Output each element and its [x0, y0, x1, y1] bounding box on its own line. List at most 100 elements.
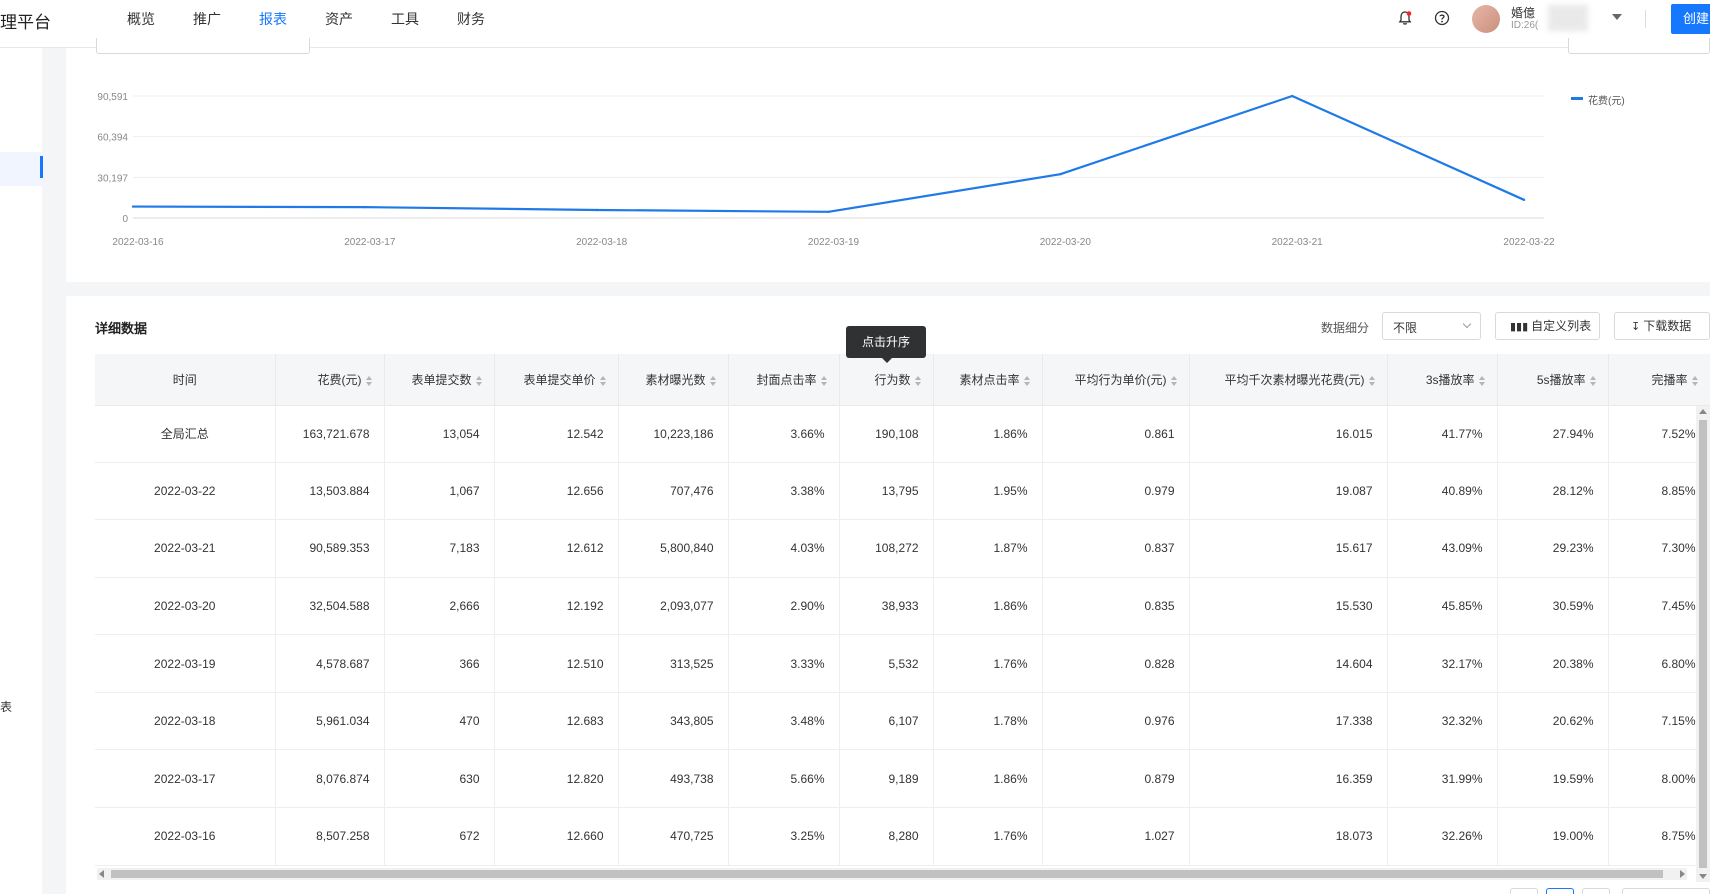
pagination-next[interactable] — [1582, 888, 1610, 894]
column-header[interactable]: 行为数 — [839, 354, 934, 406]
pagination-page-current[interactable] — [1546, 888, 1574, 894]
sort-icon[interactable] — [1478, 375, 1487, 386]
scroll-down-icon[interactable] — [1699, 874, 1707, 879]
segment-select-value: 不限 — [1393, 321, 1418, 335]
table-cell: 12.683 — [494, 692, 619, 751]
sidebar-item-label[interactable]: 表 — [0, 700, 13, 714]
sort-icon[interactable] — [1589, 375, 1598, 386]
sort-icon[interactable] — [365, 375, 374, 386]
sort-tooltip: 点击升序 — [846, 326, 926, 363]
column-header[interactable]: 平均行为单价(元) — [1042, 354, 1190, 406]
table-cell: 8,280 — [839, 807, 934, 866]
horizontal-scroll-thumb[interactable] — [111, 870, 1663, 878]
nav-tab[interactable]: 资产 — [325, 11, 353, 27]
column-header: 时间 — [95, 354, 276, 406]
pagination-size-select[interactable] — [1622, 888, 1710, 894]
sort-icon[interactable] — [1368, 375, 1377, 386]
table-cell: 32,504.588 — [275, 577, 385, 636]
column-header[interactable]: 平均千次素材曝光花费(元) — [1189, 354, 1388, 406]
table-cell: 1.87% — [933, 519, 1043, 578]
detail-title: 详细数据 — [95, 321, 148, 336]
column-header[interactable]: 5s播放率 — [1497, 354, 1609, 406]
table-cell: 3.48% — [728, 692, 840, 751]
table-cell: 2,666 — [384, 577, 495, 636]
help-icon[interactable] — [1434, 10, 1450, 26]
table-cell: 18.073 — [1189, 807, 1388, 866]
legend-label[interactable]: 花费(元) — [1588, 96, 1625, 107]
table-cell: 全局汇总 — [95, 405, 276, 463]
data-point — [1522, 198, 1526, 202]
column-header[interactable]: 素材点击率 — [933, 354, 1043, 406]
table-cell: 7.45% — [1608, 577, 1710, 636]
table-cell: 32.17% — [1387, 634, 1498, 693]
sort-icon[interactable] — [1023, 375, 1032, 386]
table-cell: 1,067 — [384, 462, 495, 521]
table-cell: 6,107 — [839, 692, 934, 751]
column-header[interactable]: 表单提交数 — [384, 354, 495, 406]
table-cell: 45.85% — [1387, 577, 1498, 636]
segment-select[interactable]: 不限 — [1382, 312, 1481, 340]
column-header[interactable]: 素材曝光数 — [618, 354, 729, 406]
table-cell: 108,272 — [839, 519, 934, 578]
brand-title: 理平台 — [0, 13, 51, 32]
table-cell: 8.00% — [1608, 749, 1710, 809]
chart-filter-select[interactable] — [96, 38, 310, 54]
x-tick-label: 2022-03-19 — [808, 237, 860, 248]
sort-icon[interactable] — [914, 375, 923, 386]
vertical-scrollbar[interactable] — [1696, 406, 1710, 882]
x-tick-label: 2022-03-17 — [344, 237, 396, 248]
table-cell: 2.90% — [728, 577, 840, 636]
pagination-prev[interactable] — [1510, 888, 1538, 894]
sidebar: 表 — [0, 48, 44, 894]
x-tick-label: 2022-03-22 — [1503, 237, 1555, 248]
columns-icon: ▮▮▮ — [1510, 321, 1529, 333]
horizontal-scrollbar[interactable] — [97, 868, 1687, 880]
sort-icon[interactable] — [599, 375, 608, 386]
download-data-button[interactable]: ↧ 下载数据 — [1614, 312, 1710, 340]
scroll-up-icon[interactable] — [1699, 409, 1707, 414]
table-cell: 30.59% — [1497, 577, 1609, 636]
table-cell: 19.087 — [1189, 462, 1388, 521]
vertical-scroll-thumb[interactable] — [1699, 420, 1707, 868]
table-cell: 1.86% — [933, 749, 1043, 809]
y-tick-label: 30,197 — [97, 173, 128, 184]
table-cell: 12.660 — [494, 807, 619, 866]
nav-tab[interactable]: 推广 — [193, 11, 221, 27]
scroll-right-icon[interactable] — [1680, 870, 1685, 878]
column-header-label: 行为数 — [874, 372, 911, 387]
user-avatar[interactable] — [1472, 5, 1500, 33]
table-cell: 12.820 — [494, 749, 619, 809]
column-header[interactable]: 完播率 — [1608, 354, 1710, 406]
column-header[interactable]: 花费(元) — [275, 354, 385, 406]
table-cell: 343,805 — [618, 692, 729, 751]
table-cell: 3.25% — [728, 807, 840, 866]
user-menu-chevron-down-icon[interactable] — [1612, 14, 1622, 20]
table-cell: 15.617 — [1189, 519, 1388, 578]
table-cell: 707,476 — [618, 462, 729, 521]
sort-icon[interactable] — [475, 375, 484, 386]
nav-tab[interactable]: 财务 — [457, 11, 485, 27]
segment-label: 数据细分 — [1321, 321, 1370, 335]
column-header-label: 5s播放率 — [1536, 372, 1586, 387]
custom-columns-button[interactable]: ▮▮▮ 自定义列表 — [1495, 312, 1600, 340]
column-header-label: 3s播放率 — [1425, 372, 1475, 387]
table-cell: 16.359 — [1189, 749, 1388, 809]
create-button[interactable]: 创建 — [1671, 4, 1710, 34]
table-cell: 1.95% — [933, 462, 1043, 521]
sort-icon[interactable] — [709, 375, 718, 386]
sort-icon[interactable] — [1691, 375, 1700, 386]
scroll-left-icon[interactable] — [99, 870, 104, 878]
column-header-label: 时间 — [172, 372, 197, 387]
data-point — [827, 210, 830, 214]
column-header[interactable]: 封面点击率 — [728, 354, 840, 406]
nav-tab[interactable]: 工具 — [391, 11, 419, 27]
sort-icon[interactable] — [1170, 375, 1179, 386]
table-cell: 12.192 — [494, 577, 619, 636]
table-cell: 0.979 — [1042, 462, 1190, 521]
notification-bell-icon[interactable] — [1397, 10, 1413, 26]
column-header[interactable]: 3s播放率 — [1387, 354, 1498, 406]
nav-tab[interactable]: 概览 — [127, 11, 155, 27]
sidebar-item-active[interactable] — [0, 152, 44, 186]
sort-icon[interactable] — [820, 375, 829, 386]
column-header[interactable]: 表单提交单价 — [494, 354, 619, 406]
